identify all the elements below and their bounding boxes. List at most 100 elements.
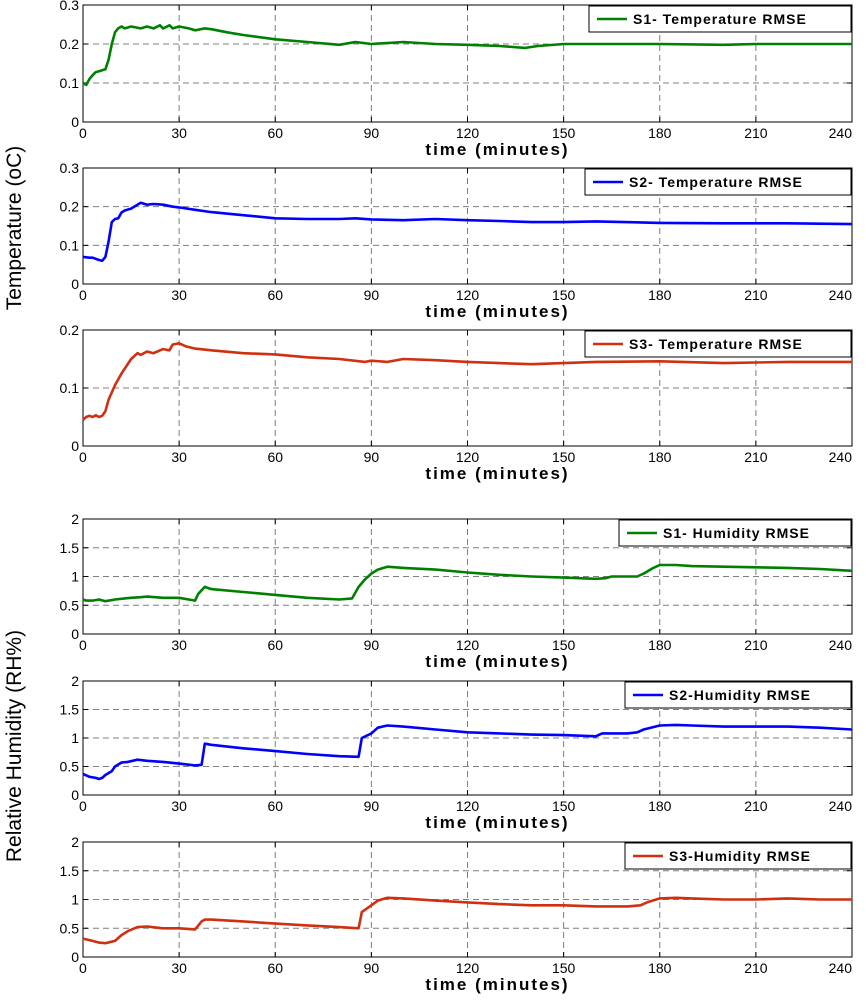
x-tick-label: 0 bbox=[79, 798, 87, 814]
y-tick-label: 0 bbox=[71, 626, 79, 642]
x-axis-label: time (minutes) bbox=[425, 652, 569, 671]
x-tick-label: 90 bbox=[364, 798, 380, 814]
x-tick-label: 60 bbox=[267, 125, 283, 141]
x-tick-label: 150 bbox=[552, 960, 576, 976]
x-tick-label: 60 bbox=[267, 287, 283, 303]
chart-panel-2: 0 30 60 90 120 150 180 210 240 0 0.1 0.2 0.3 time (mi… bbox=[60, 160, 853, 321]
series-line bbox=[82, 201, 853, 263]
legend-label: S2-Humidity RMSE bbox=[669, 687, 811, 703]
y-tick-label: 0 bbox=[71, 438, 79, 454]
x-axis-label: time (minutes) bbox=[425, 464, 569, 483]
x-tick-label: 90 bbox=[364, 287, 380, 303]
y-tick-label: 0.5 bbox=[60, 597, 80, 613]
x-tick-label: 60 bbox=[267, 637, 283, 653]
series-line bbox=[82, 896, 852, 945]
x-tick-label: 180 bbox=[648, 125, 672, 141]
humidity-group-label: Relative Humidity (RH%) bbox=[3, 630, 26, 862]
x-tick-label: 150 bbox=[552, 637, 576, 653]
y-tick-label: 2 bbox=[71, 834, 79, 850]
y-tick-label: 0.1 bbox=[60, 380, 80, 396]
x-tick-label: 240 bbox=[829, 287, 853, 303]
legend-label: S3- Temperature RMSE bbox=[629, 336, 803, 352]
legend: S1- Humidity RMSE bbox=[618, 519, 852, 547]
legend-box bbox=[584, 330, 852, 358]
chart-panel-5: 0 30 60 90 120 150 180 210 240 0 0.5 1 1.5 2 time (min… bbox=[60, 673, 853, 832]
y-tick-label: 0.3 bbox=[60, 0, 80, 13]
y-tick-label: 0.3 bbox=[60, 160, 80, 176]
x-axis-label: time (minutes) bbox=[425, 302, 569, 321]
legend: S1- Temperature RMSE bbox=[588, 5, 852, 33]
x-tick-label: 90 bbox=[364, 449, 380, 465]
x-axis-label: time (minutes) bbox=[425, 975, 569, 994]
x-tick-label: 210 bbox=[744, 798, 768, 814]
x-tick-label: 150 bbox=[552, 287, 576, 303]
chart-panel-3: 0 30 60 90 120 150 180 210 240 0 0.1 0.2 time (minut… bbox=[60, 322, 853, 483]
x-tick-label: 240 bbox=[829, 637, 853, 653]
x-tick-label: 240 bbox=[829, 798, 853, 814]
x-tick-label: 150 bbox=[552, 449, 576, 465]
y-tick-label: 1 bbox=[71, 730, 79, 746]
x-tick-label: 90 bbox=[364, 125, 380, 141]
legend-label: S1- Humidity RMSE bbox=[663, 525, 810, 541]
legend-box bbox=[584, 168, 852, 196]
legend: S2-Humidity RMSE bbox=[624, 681, 852, 709]
x-tick-label: 210 bbox=[744, 125, 768, 141]
x-tick-label: 120 bbox=[456, 287, 480, 303]
x-tick-label: 120 bbox=[456, 449, 480, 465]
y-tick-label: 0 bbox=[71, 276, 79, 292]
x-tick-label: 90 bbox=[364, 637, 380, 653]
x-axis-label: time (minutes) bbox=[425, 140, 569, 159]
x-tick-label: 180 bbox=[648, 449, 672, 465]
x-tick-label: 210 bbox=[744, 287, 768, 303]
series-line bbox=[82, 341, 852, 421]
legend-label: S2- Temperature RMSE bbox=[629, 174, 803, 190]
x-tick-label: 0 bbox=[79, 960, 87, 976]
x-tick-label: 30 bbox=[171, 960, 187, 976]
x-tick-label: 210 bbox=[744, 637, 768, 653]
y-tick-label: 1 bbox=[71, 892, 79, 908]
y-tick-label: 0.1 bbox=[60, 237, 80, 253]
x-tick-label: 120 bbox=[456, 125, 480, 141]
chart-panel-1: 0 30 60 90 120 150 180 210 240 0 0.1 0.2 0.3 time (mi… bbox=[60, 0, 853, 159]
legend-label: S1- Temperature RMSE bbox=[633, 11, 807, 27]
x-tick-label: 0 bbox=[79, 449, 87, 465]
x-tick-label: 240 bbox=[829, 125, 853, 141]
x-tick-label: 180 bbox=[648, 960, 672, 976]
x-tick-label: 30 bbox=[171, 125, 187, 141]
y-tick-label: 1.5 bbox=[60, 540, 80, 556]
x-tick-label: 30 bbox=[171, 449, 187, 465]
x-tick-label: 120 bbox=[456, 798, 480, 814]
legend-box bbox=[588, 5, 852, 33]
y-tick-label: 0.2 bbox=[60, 36, 80, 52]
series-line bbox=[82, 563, 853, 603]
x-tick-label: 60 bbox=[267, 960, 283, 976]
legend: S2- Temperature RMSE bbox=[584, 168, 852, 196]
x-tick-label: 90 bbox=[364, 960, 380, 976]
x-tick-label: 30 bbox=[171, 287, 187, 303]
y-tick-label: 0 bbox=[71, 114, 79, 130]
x-tick-label: 210 bbox=[744, 449, 768, 465]
x-tick-label: 180 bbox=[648, 287, 672, 303]
x-tick-label: 30 bbox=[171, 637, 187, 653]
legend: S3- Temperature RMSE bbox=[584, 330, 852, 358]
x-tick-label: 60 bbox=[267, 449, 283, 465]
x-tick-label: 0 bbox=[79, 637, 87, 653]
y-tick-label: 1 bbox=[71, 569, 79, 585]
y-tick-label: 1.5 bbox=[60, 863, 80, 879]
x-axis-label: time (minutes) bbox=[425, 813, 569, 832]
x-tick-label: 150 bbox=[552, 798, 576, 814]
series-line bbox=[82, 23, 852, 87]
y-tick-label: 0.5 bbox=[60, 759, 80, 775]
x-tick-label: 180 bbox=[648, 798, 672, 814]
y-tick-label: 0.2 bbox=[60, 199, 80, 215]
x-tick-label: 120 bbox=[456, 637, 480, 653]
y-tick-label: 0.5 bbox=[60, 920, 80, 936]
x-tick-label: 120 bbox=[456, 960, 480, 976]
legend: S3-Humidity RMSE bbox=[624, 842, 852, 870]
y-tick-label: 2 bbox=[71, 673, 79, 689]
legend-label: S3-Humidity RMSE bbox=[669, 848, 811, 864]
y-tick-label: 0 bbox=[71, 787, 79, 803]
x-tick-label: 0 bbox=[79, 125, 87, 141]
temperature-group-label: Temperature (oC) bbox=[3, 146, 26, 311]
